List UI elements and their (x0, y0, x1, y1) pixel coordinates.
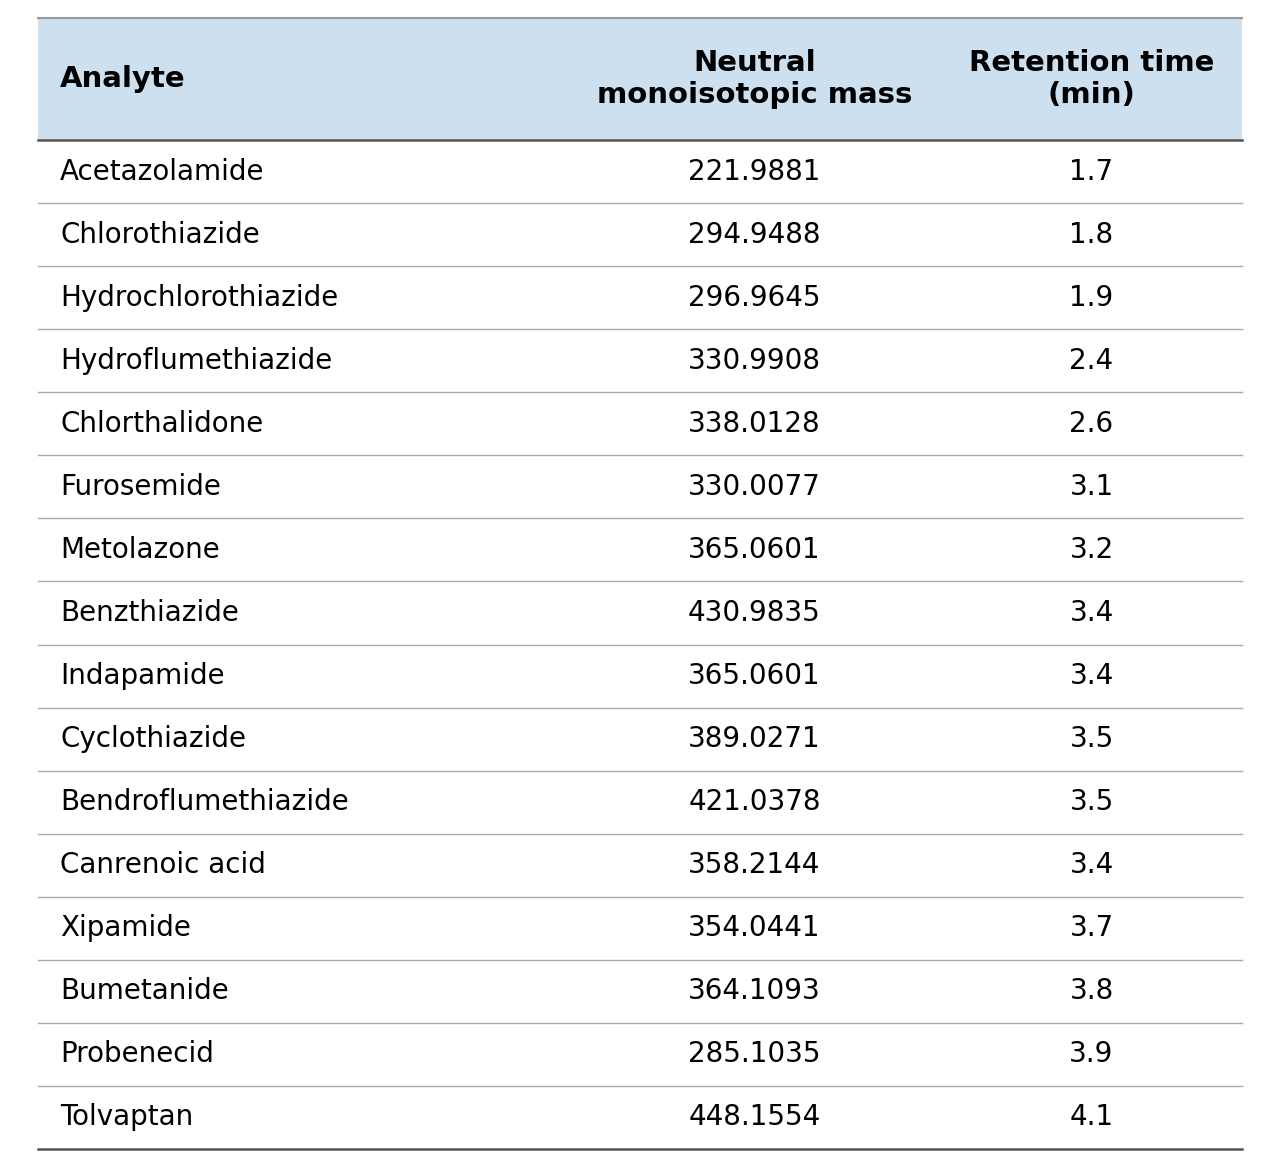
Text: 3.5: 3.5 (1069, 725, 1114, 753)
Text: Cyclothiazide: Cyclothiazide (60, 725, 246, 753)
Text: 1.7: 1.7 (1069, 158, 1114, 186)
Text: 3.4: 3.4 (1069, 851, 1114, 879)
Text: 221.9881: 221.9881 (689, 158, 820, 186)
Bar (38, 959, 1242, 1022)
Text: Hydrochlorothiazide: Hydrochlorothiazide (60, 284, 338, 312)
Text: Bumetanide: Bumetanide (60, 977, 229, 1005)
Text: 2.6: 2.6 (1069, 410, 1114, 438)
Text: 338.0128: 338.0128 (689, 410, 820, 438)
Text: Chlorthalidone: Chlorthalidone (60, 410, 264, 438)
Text: Neutral
monoisotopic mass: Neutral monoisotopic mass (596, 49, 913, 110)
Text: 364.1093: 364.1093 (689, 977, 820, 1005)
Bar (38, 833, 1242, 896)
Bar (38, 1086, 1242, 1149)
Text: 330.0077: 330.0077 (687, 473, 820, 501)
Text: 365.0601: 365.0601 (689, 536, 820, 564)
Bar (38, 329, 1242, 392)
Bar (38, 203, 1242, 266)
Text: Hydroflumethiazide: Hydroflumethiazide (60, 347, 333, 375)
Text: 3.4: 3.4 (1069, 599, 1114, 627)
Text: 296.9645: 296.9645 (689, 284, 820, 312)
Bar (38, 581, 1242, 644)
Text: 358.2144: 358.2144 (689, 851, 820, 879)
Text: Probenecid: Probenecid (60, 1041, 214, 1069)
Text: 1.8: 1.8 (1069, 221, 1114, 249)
Bar (38, 896, 1242, 959)
Text: 389.0271: 389.0271 (689, 725, 820, 753)
Bar (38, 644, 1242, 707)
Bar (38, 707, 1242, 770)
Text: 3.1: 3.1 (1069, 473, 1114, 501)
Text: 3.4: 3.4 (1069, 662, 1114, 690)
Text: Analyte: Analyte (60, 65, 186, 93)
Bar (38, 18, 1242, 140)
Text: 294.9488: 294.9488 (689, 221, 820, 249)
Bar (38, 518, 1242, 581)
Text: 3.9: 3.9 (1069, 1041, 1114, 1069)
Text: 3.5: 3.5 (1069, 788, 1114, 816)
Text: 3.2: 3.2 (1069, 536, 1114, 564)
Text: 4.1: 4.1 (1069, 1104, 1114, 1132)
Text: 430.9835: 430.9835 (689, 599, 820, 627)
Bar (38, 1022, 1242, 1086)
Bar (38, 455, 1242, 518)
Text: Canrenoic acid: Canrenoic acid (60, 851, 266, 879)
Text: 365.0601: 365.0601 (689, 662, 820, 690)
Bar (38, 140, 1242, 203)
Text: 3.7: 3.7 (1069, 914, 1114, 942)
Bar (38, 266, 1242, 329)
Text: 285.1035: 285.1035 (689, 1041, 820, 1069)
Text: Indapamide: Indapamide (60, 662, 224, 690)
Text: Metolazone: Metolazone (60, 536, 220, 564)
Text: Tolvaptan: Tolvaptan (60, 1104, 193, 1132)
Bar (38, 770, 1242, 833)
Text: Chlorothiazide: Chlorothiazide (60, 221, 260, 249)
Text: Furosemide: Furosemide (60, 473, 221, 501)
Text: 448.1554: 448.1554 (689, 1104, 820, 1132)
Text: 3.8: 3.8 (1069, 977, 1114, 1005)
Text: 1.9: 1.9 (1069, 284, 1114, 312)
Text: Retention time
(min): Retention time (min) (969, 49, 1215, 110)
Text: Xipamide: Xipamide (60, 914, 191, 942)
Text: Benzthiazide: Benzthiazide (60, 599, 239, 627)
Text: 354.0441: 354.0441 (689, 914, 820, 942)
Text: 2.4: 2.4 (1069, 347, 1114, 375)
Text: 421.0378: 421.0378 (689, 788, 820, 816)
Bar (38, 392, 1242, 455)
Text: 330.9908: 330.9908 (687, 347, 820, 375)
Text: Acetazolamide: Acetazolamide (60, 158, 265, 186)
Text: Bendroflumethiazide: Bendroflumethiazide (60, 788, 348, 816)
